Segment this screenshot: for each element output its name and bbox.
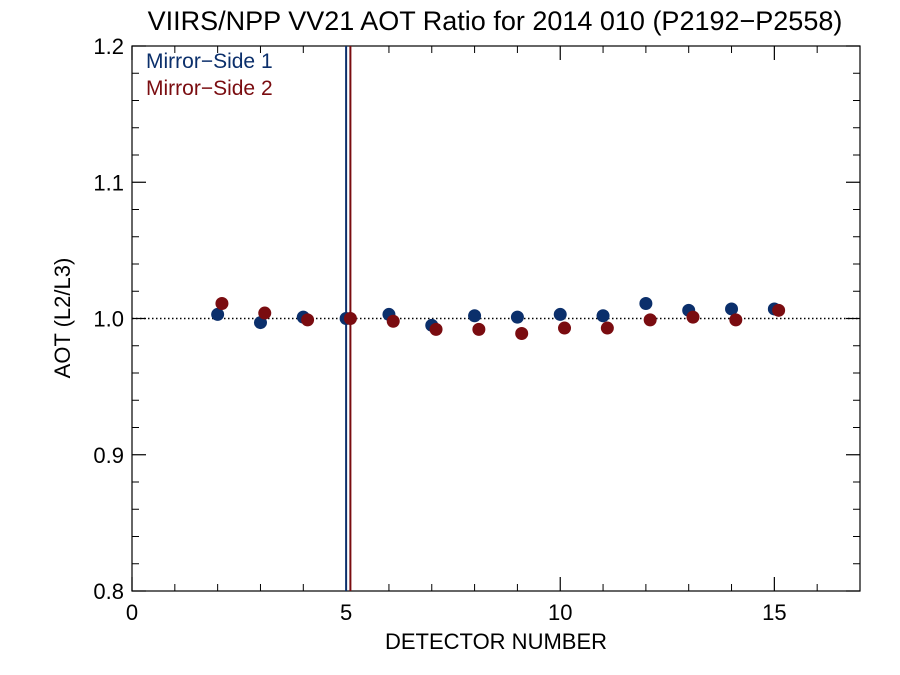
data-point-series-2 [643, 313, 657, 327]
data-points [211, 297, 786, 340]
y-axis-label: AOT (L2/L3) [50, 258, 75, 379]
data-point-series-2 [515, 326, 529, 340]
data-point-series-2 [472, 322, 486, 336]
x-tick-label: 5 [340, 600, 352, 625]
data-point-series-2 [772, 303, 786, 317]
axis-tick-labels: 0 5 10 15 0.8 0.9 1.0 1.1 1.2 [93, 34, 786, 625]
y-tick-label: 0.9 [93, 443, 124, 468]
data-point-series-2 [386, 314, 400, 328]
data-point-series-1 [510, 310, 524, 324]
data-point-series-2 [429, 322, 443, 336]
data-point-series-1 [596, 309, 610, 323]
data-point-series-2 [343, 312, 357, 325]
y-tick-label: 0.8 [93, 579, 124, 604]
data-point-series-1 [639, 297, 653, 311]
data-point-series-2 [301, 313, 315, 327]
data-point-series-1 [725, 302, 739, 316]
x-tick-label: 15 [762, 600, 786, 625]
chart-title: VIIRS/NPP VV21 AOT Ratio for 2014 010 (P… [148, 6, 843, 36]
x-tick-label: 0 [126, 600, 138, 625]
data-point-series-2 [258, 306, 272, 320]
x-tick-label: 10 [548, 600, 572, 625]
x-axis-label: DETECTOR NUMBER [385, 629, 607, 654]
data-point-series-1 [211, 307, 225, 321]
data-point-series-2 [215, 297, 229, 311]
y-tick-label: 1.1 [93, 170, 124, 195]
data-point-series-1 [553, 307, 567, 321]
y-tick-label: 1.0 [93, 307, 124, 332]
y-tick-label: 1.2 [93, 34, 124, 59]
legend-entry-series-1: Mirror−Side 1 [146, 50, 273, 73]
data-point-series-1 [468, 309, 482, 323]
legend-entry-series-2: Mirror−Side 2 [146, 77, 273, 100]
data-point-series-2 [686, 310, 700, 324]
data-point-series-2 [600, 321, 614, 335]
legend: Mirror−Side 1 Mirror−Side 2 [146, 50, 273, 100]
data-point-series-2 [729, 313, 743, 327]
data-point-series-2 [558, 321, 572, 335]
